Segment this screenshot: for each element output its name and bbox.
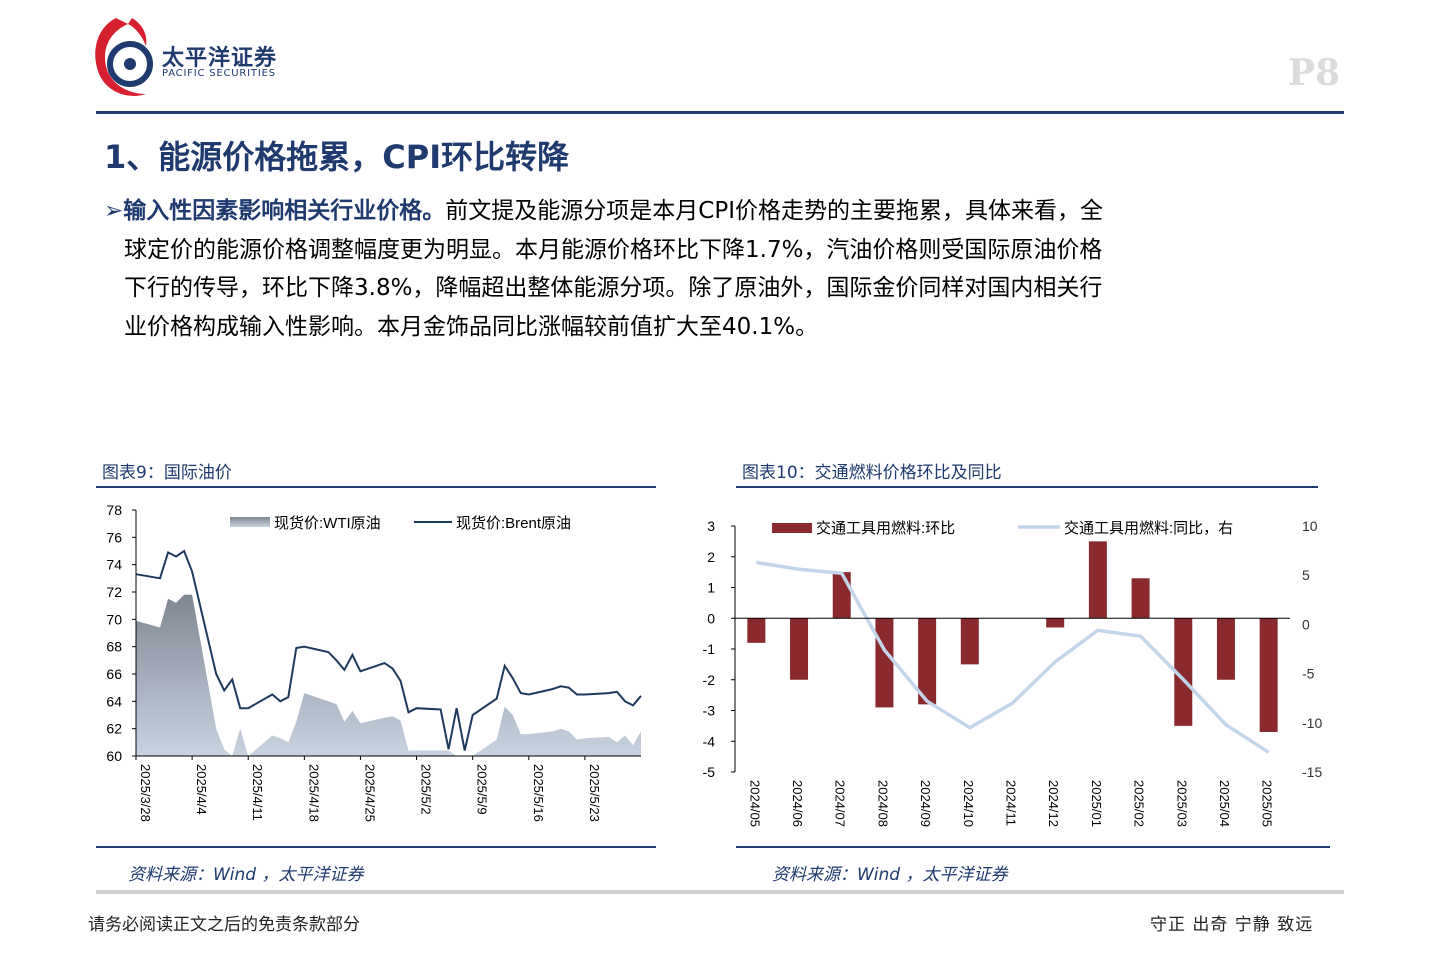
mom-bar [1046,618,1065,628]
oil-price-chart: 60 62 64 66 68 70 72 74 76 78 2025/3/28 2025/4/4 202… [106,502,642,822]
y-tick-label: -4 [703,733,716,749]
mom-bar [747,618,766,643]
x-tick-label: 2024/07 [833,780,848,827]
company-logo [95,18,153,96]
wti-area-series [136,594,641,756]
x-tick-label: 2024/10 [961,780,976,827]
bullet-arrow-icon: ➢ [104,198,124,224]
mom-bar [790,618,809,680]
legend-wti-label: 现货价:WTI原油 [274,515,381,532]
y-tick-label: 60 [106,748,122,764]
x-tick-label: 2025/5/23 [587,764,602,822]
y-tick-label: 62 [106,721,122,737]
logo-red-swoosh [95,18,146,96]
figure9-top-rule [96,486,656,488]
mom-bar [1088,541,1107,619]
brent-line-series [135,549,642,751]
x-tick-label: 2024/12 [1046,780,1061,827]
x-tick-label: 2025/05 [1260,780,1275,827]
mom-bar [832,572,851,619]
y-tick-label: -2 [703,672,716,688]
legend-wti-swatch [230,517,270,527]
header-divider [96,111,1344,114]
x-tick-label: 2025/5/16 [531,764,546,822]
paragraph-lead: 输入性因素影响相关行业价格。 [123,198,446,224]
logo-ring [107,41,153,87]
x-tick-label: 2025/4/11 [250,764,265,821]
x-tick-label: 2024/06 [790,780,805,827]
mom-bar [1174,618,1193,726]
yoy-line-series [756,560,1270,754]
legend-brent-label: 现货价:Brent原油 [456,515,571,532]
figure10-title: 图表10：交通燃料价格环比及同比 [742,463,1002,483]
paragraph-line-1: ➢输入性因素影响相关行业价格。前文提及能源分项是本月CPI价格走势的主要拖累，具… [104,192,1314,231]
y-tick-label: 0 [707,610,715,626]
figure9-bottom-rule [96,846,656,848]
logo-red-accent [128,18,147,46]
y-tick-label: 1 [707,580,715,596]
y-tick-label: -3 [703,703,716,719]
paragraph-text-1: 前文提及能源分项是本月CPI价格走势的主要拖累，具体来看，全 [445,198,1103,224]
y-tick-label: -5 [703,764,716,780]
y-tick-label: 78 [106,502,122,518]
y2-tick-label: 5 [1302,567,1310,583]
paragraph-line-2: 球定价的能源价格调整幅度更为明显。本月能源价格环比下降1.7%，汽油价格则受国际… [124,236,1103,263]
mom-bar [918,618,937,705]
mom-bar [960,618,979,665]
x-tick-label: 2025/4/18 [306,764,321,822]
x-tick-label: 2025/04 [1217,780,1232,827]
brand-name-en: PACIFIC SECURITIES [162,68,276,79]
figure9-source: 资料来源：Wind ，太平洋证券 [128,865,364,885]
body-paragraph: ➢输入性因素影响相关行业价格。前文提及能源分项是本月CPI价格走势的主要拖累，具… [104,192,1314,346]
y-tick-label: 74 [106,557,122,573]
paragraph-line-4: 业价格构成输入性影响。本月金饰品同比涨幅较前值扩大至40.1%。 [124,313,819,340]
y2-tick-label: 10 [1302,518,1318,534]
figure10-top-rule [736,486,1318,488]
y2-tick-label: -10 [1302,715,1322,731]
x-tick-label: 2025/01 [1089,780,1104,827]
figure9-title: 图表9：国际油价 [102,463,232,483]
x-tick-label: 2024/05 [747,780,762,827]
y-tick-label: 70 [106,611,122,627]
x-tick-label: 2024/08 [875,780,890,827]
figure10-bottom-rule [736,846,1330,848]
y-tick-label: 66 [106,666,122,682]
section-title: 1、能源价格拖累，CPI环比转降 [104,138,570,176]
figure10-source: 资料来源：Wind ，太平洋证券 [772,865,1008,885]
mom-bar [875,618,894,708]
x-tick-label: 2025/3/28 [138,764,153,822]
legend-mom-swatch [772,523,812,533]
footer-disclaimer: 请务必阅读正文之后的免责条款部分 [88,915,360,935]
logo-dot [124,58,136,70]
footer-divider [96,890,1344,894]
y-tick-label: 76 [106,529,122,545]
y2-tick-label: -15 [1302,764,1322,780]
mom-bar [1216,618,1235,680]
y-tick-label: 72 [106,584,122,600]
y-tick-label: 3 [707,518,715,534]
y-tick-label: 64 [106,693,122,709]
brand-name-cn: 太平洋证券 [162,46,278,71]
legend-yoy-label: 交通工具用燃料:同比，右 [1064,519,1233,537]
paragraph-line-3: 下行的传导，环比下降3.8%，降幅超出整体能源分项。除了原油外，国际金价同样对国… [124,275,1103,301]
page-number: P8 [1288,52,1341,94]
y-tick-label: -1 [703,641,716,657]
mom-bar [1131,578,1150,619]
legend-mom-label: 交通工具用燃料:环比 [816,519,955,537]
y-tick-label: 68 [106,639,122,655]
x-tick-label: 2025/03 [1174,780,1189,827]
y-tick-label: 2 [707,549,715,565]
x-tick-label: 2025/4/4 [194,764,209,815]
x-tick-label: 2024/11 [1004,780,1019,826]
x-tick-label: 2025/5/2 [419,764,434,815]
y2-tick-label: 0 [1302,616,1310,632]
footer-motto: 守正 出奇 宁静 致远 [1150,915,1314,935]
y2-tick-label: -5 [1302,666,1315,682]
x-tick-label: 2025/02 [1132,780,1147,827]
x-tick-label: 2024/09 [918,780,933,827]
mom-bar [1259,618,1278,733]
x-tick-label: 2025/5/9 [475,764,490,815]
x-tick-label: 2025/4/25 [362,764,377,822]
